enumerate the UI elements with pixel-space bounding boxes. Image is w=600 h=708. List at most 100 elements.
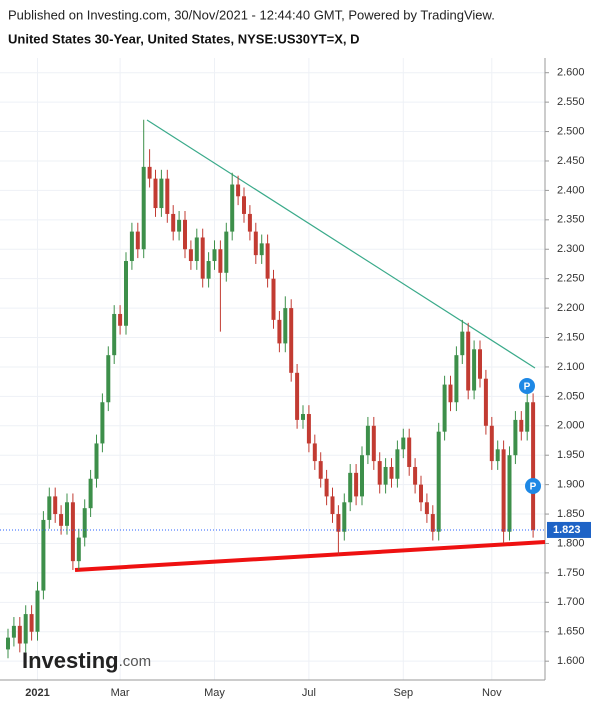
y-tick-label: 1.900 xyxy=(557,479,585,491)
x-tick-label: Jul xyxy=(302,687,316,699)
candle-body xyxy=(129,231,134,262)
candle-body xyxy=(342,502,347,532)
y-tick-label: 2.450 xyxy=(557,155,585,167)
candle-body xyxy=(11,625,16,638)
candle-body xyxy=(165,178,170,214)
candle-body xyxy=(112,313,117,356)
candle-body xyxy=(419,484,423,503)
candle-body xyxy=(295,372,300,420)
logo-suffix: .com xyxy=(119,653,152,670)
candle-body xyxy=(177,219,182,232)
candle-body xyxy=(135,231,140,250)
candle-body xyxy=(247,213,252,232)
x-tick-label: Nov xyxy=(482,687,502,699)
candle-body xyxy=(100,402,105,444)
candle-body xyxy=(253,231,258,256)
candle-body xyxy=(301,414,305,420)
y-tick-label: 2.400 xyxy=(557,184,585,196)
candle-body xyxy=(507,455,512,532)
candle-body xyxy=(312,443,317,462)
candle-body xyxy=(171,213,176,232)
marker-label: P xyxy=(524,382,531,393)
candle-body xyxy=(501,449,506,532)
candle-body xyxy=(265,243,270,279)
header: Published on Investing.com, 30/Nov/2021 … xyxy=(8,7,495,22)
candle-body xyxy=(436,431,441,532)
candle-body xyxy=(430,514,435,532)
y-tick-label: 2.000 xyxy=(557,420,585,432)
candle-body xyxy=(17,625,22,644)
candle-body xyxy=(218,249,223,273)
candle-body xyxy=(525,402,530,432)
marker-label: P xyxy=(530,482,537,493)
candle-body xyxy=(188,249,193,262)
y-tick-label: 1.750 xyxy=(557,567,585,579)
candle-body xyxy=(35,590,40,632)
y-tick-label: 2.250 xyxy=(557,273,585,285)
candle-body xyxy=(212,249,217,262)
candle-body xyxy=(41,519,46,591)
support-trendline xyxy=(74,540,546,572)
candle-body xyxy=(407,437,412,467)
candle-body xyxy=(318,461,323,479)
y-tick-label: 2.550 xyxy=(557,96,585,108)
y-tick-label: 1.800 xyxy=(557,537,585,549)
candle-body xyxy=(153,178,158,209)
y-tick-label: 2.150 xyxy=(557,331,585,343)
last-price-label: 1.823 xyxy=(553,524,581,536)
candle-body xyxy=(377,461,382,485)
candle-body xyxy=(147,166,152,179)
candle-body xyxy=(70,502,75,562)
candle-body xyxy=(200,237,205,279)
candle-body xyxy=(324,478,329,497)
candle-body xyxy=(259,243,264,256)
candle-body xyxy=(6,637,10,650)
candle-body xyxy=(495,449,500,462)
candle-body xyxy=(454,355,459,403)
candle-body xyxy=(76,537,81,562)
candle-body xyxy=(483,378,488,426)
candle-body xyxy=(106,355,111,403)
candle-body xyxy=(242,196,246,214)
candle-body xyxy=(413,466,418,485)
candle-body xyxy=(230,184,235,232)
y-tick-label: 2.100 xyxy=(557,361,585,373)
candle-body xyxy=(236,184,241,197)
candle-body xyxy=(472,349,477,391)
candle-body xyxy=(389,466,394,479)
candle-body xyxy=(65,502,69,526)
candle-body xyxy=(348,472,353,503)
x-tick-label: 2021 xyxy=(25,687,49,699)
candle-body xyxy=(94,443,99,479)
logo-text: Investing xyxy=(22,648,119,673)
candle-body xyxy=(289,308,294,373)
candle-body xyxy=(424,502,429,515)
candle-body xyxy=(159,178,164,209)
y-tick-label: 1.600 xyxy=(557,655,585,667)
candle-body xyxy=(478,349,482,379)
candle-body xyxy=(277,319,282,344)
candle-body xyxy=(466,331,471,391)
candle-body xyxy=(206,261,211,279)
candle-body xyxy=(330,496,335,515)
candle-body xyxy=(513,419,518,456)
candle-body xyxy=(47,496,52,520)
logo: Investing.com xyxy=(22,648,151,673)
candle-body xyxy=(395,449,400,479)
x-tick-label: Sep xyxy=(394,687,414,699)
candle-body xyxy=(354,472,359,497)
candle-body xyxy=(141,166,146,250)
last-price-box xyxy=(547,521,591,538)
candle-body xyxy=(124,261,128,326)
resistance-trendline xyxy=(146,119,536,369)
y-tick-label: 1.650 xyxy=(557,626,585,638)
x-tick-label: May xyxy=(204,687,225,699)
marker xyxy=(519,378,535,394)
candle-body xyxy=(360,455,364,497)
candle-body xyxy=(59,514,64,526)
y-tick-label: 1.850 xyxy=(557,508,585,520)
candle-body xyxy=(82,508,87,538)
candle-body xyxy=(489,425,494,462)
candle-body xyxy=(88,478,93,509)
